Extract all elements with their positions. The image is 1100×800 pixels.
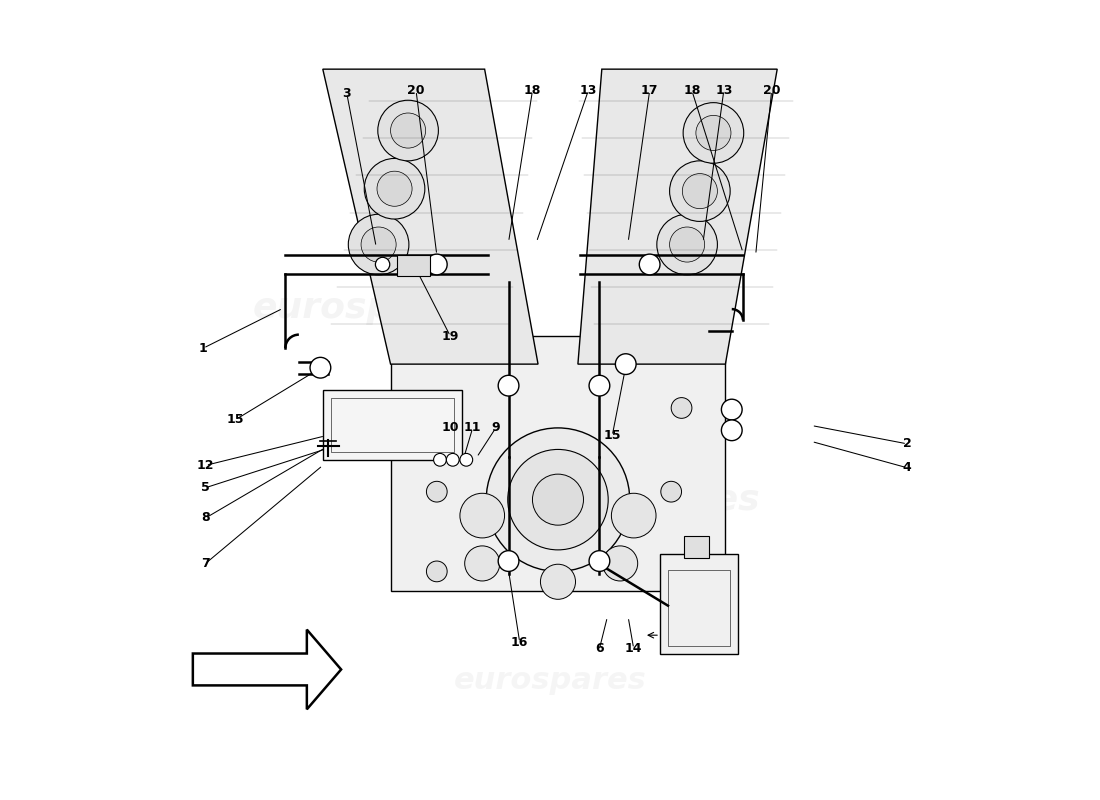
Text: 13: 13: [715, 84, 733, 97]
Polygon shape: [390, 336, 725, 591]
Polygon shape: [578, 69, 778, 364]
Circle shape: [682, 174, 717, 209]
Text: eurospares: eurospares: [531, 482, 760, 517]
Bar: [322, 390, 462, 460]
Bar: [684, 535, 710, 558]
Text: 20: 20: [763, 84, 780, 97]
Text: eurospares: eurospares: [252, 291, 481, 326]
Circle shape: [364, 158, 425, 219]
Circle shape: [612, 494, 656, 538]
Text: 8: 8: [201, 511, 210, 525]
Circle shape: [661, 482, 682, 502]
Text: 6: 6: [595, 642, 604, 655]
Text: 13: 13: [580, 84, 597, 97]
Circle shape: [671, 398, 692, 418]
Circle shape: [427, 561, 448, 582]
Text: 7: 7: [201, 557, 210, 570]
Circle shape: [486, 428, 629, 571]
Text: 15: 15: [604, 430, 620, 442]
Text: 10: 10: [441, 422, 459, 434]
Text: 5: 5: [201, 481, 210, 494]
Circle shape: [661, 561, 682, 582]
Circle shape: [310, 358, 331, 378]
Text: 20: 20: [407, 84, 425, 97]
Text: 3: 3: [342, 86, 351, 99]
Circle shape: [540, 564, 575, 599]
Circle shape: [722, 420, 742, 441]
Circle shape: [498, 375, 519, 396]
Circle shape: [375, 258, 389, 272]
Circle shape: [696, 115, 732, 150]
Circle shape: [433, 454, 447, 466]
Circle shape: [508, 450, 608, 550]
Text: eurospares: eurospares: [453, 666, 647, 695]
Circle shape: [670, 227, 705, 262]
Text: 18: 18: [524, 84, 541, 97]
Text: 11: 11: [464, 422, 482, 434]
Bar: [397, 255, 430, 276]
Polygon shape: [322, 69, 538, 364]
Text: 12: 12: [197, 459, 215, 472]
Circle shape: [416, 398, 437, 418]
Circle shape: [590, 375, 609, 396]
Circle shape: [603, 546, 638, 581]
Text: 15: 15: [227, 414, 244, 426]
Text: 18: 18: [683, 84, 701, 97]
Text: 17: 17: [641, 84, 659, 97]
Circle shape: [498, 550, 519, 571]
Circle shape: [377, 100, 439, 161]
Circle shape: [460, 494, 505, 538]
Circle shape: [670, 161, 730, 222]
Text: 1: 1: [199, 342, 208, 354]
Bar: [331, 398, 454, 452]
Circle shape: [657, 214, 717, 275]
Text: 9: 9: [492, 422, 500, 434]
Circle shape: [722, 399, 742, 420]
Circle shape: [349, 214, 409, 275]
Circle shape: [390, 113, 426, 148]
Circle shape: [460, 454, 473, 466]
Circle shape: [532, 474, 583, 525]
Circle shape: [427, 482, 448, 502]
Text: 16: 16: [512, 636, 528, 649]
Circle shape: [464, 546, 499, 581]
Text: 19: 19: [442, 330, 459, 342]
Text: 4: 4: [903, 462, 912, 474]
Circle shape: [590, 550, 609, 571]
Bar: [660, 554, 738, 654]
Circle shape: [361, 227, 396, 262]
Circle shape: [427, 254, 448, 275]
Circle shape: [615, 354, 636, 374]
Text: 14: 14: [625, 642, 642, 655]
Circle shape: [447, 454, 459, 466]
Circle shape: [683, 102, 744, 163]
Circle shape: [639, 254, 660, 275]
Text: 2: 2: [903, 438, 912, 450]
Circle shape: [377, 171, 412, 206]
Bar: [668, 570, 730, 646]
